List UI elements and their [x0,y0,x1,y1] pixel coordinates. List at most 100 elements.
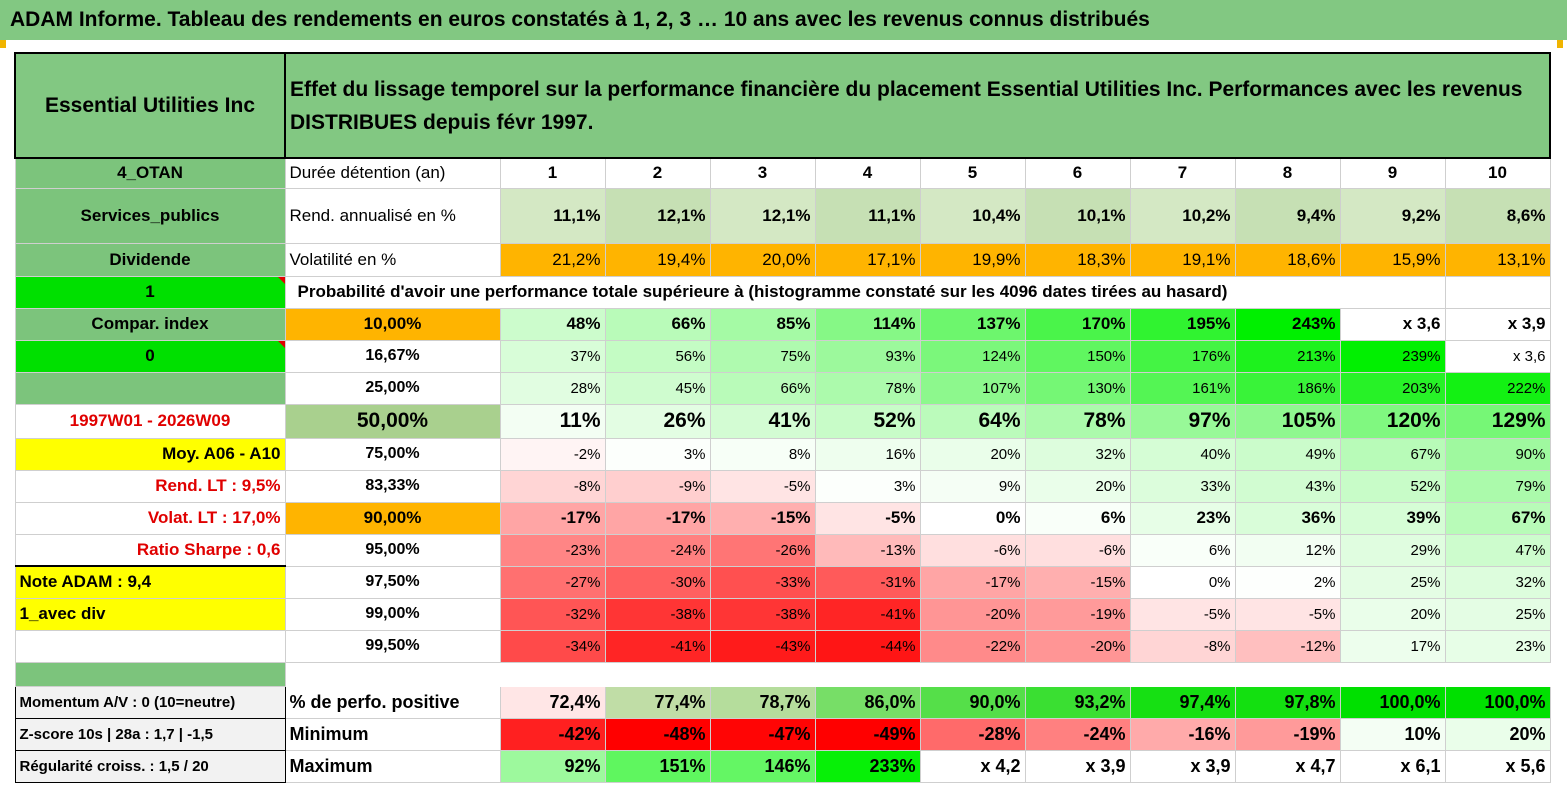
cell-text: 1 [145,282,155,301]
prob-row: 99,50% -34% -41% -43% -44% -22% -20% -8% -12% 17%… [14,629,1551,663]
probability-value: 3% [814,469,921,503]
probability-value: -8% [1129,629,1236,663]
vol-value: 18,3% [1024,242,1131,277]
stat-value: 97,8% [1234,685,1341,719]
stat-value: 151% [604,749,711,783]
probability-value: -17% [919,565,1026,599]
prob-row: 1_avec div 99,00% -32% -38% -38% -41% -20% -19%… [14,597,1551,631]
maximum-row: Régularité croiss. : 1,5 / 20 Maximum 92% 1… [14,749,1551,783]
stat-left-label: Régularité croiss. : 1,5 / 20 [14,749,286,783]
stat-value: -16% [1129,717,1236,751]
proba-header-row: 1 Probabilité d'avoir une performance tot… [14,275,1551,309]
probability-value: 137% [919,307,1026,341]
probability-level: 10,00% [284,307,501,341]
probability-value: 12% [1234,533,1341,567]
spacer-cell [284,661,501,687]
stat-value: 77,4% [604,685,711,719]
stat-value: 233% [814,749,921,783]
probability-value: 243% [1234,307,1341,341]
vol-value: 21,2% [499,242,606,277]
probability-value: -5% [709,469,816,503]
vol-row: Dividende Volatilité en % 21,2% 19,4% 20,0% 1… [14,242,1551,277]
probability-value: -22% [919,629,1026,663]
left-label: Note ADAM : 9,4 [14,565,286,599]
probability-value: 130% [1024,371,1131,405]
stat-value: 90,0% [919,685,1026,719]
probability-level: 50,00% [284,403,501,439]
stat-row-label: Maximum [284,749,501,783]
sector-label: Services_publics [14,187,286,244]
vol-value: 18,6% [1234,242,1341,277]
probability-value: 79% [1444,469,1551,503]
pct-positive-row: Momentum A/V : 0 (10=neutre)% de perfo. … [14,685,1551,719]
stat-value: -49% [814,717,921,751]
prob-row: Moy. A06 - A10 75,00% -2% 3% 8% 16% 20% 32% 40% 4… [14,437,1551,471]
rend-value: 9,4% [1234,187,1341,244]
probability-value: 37% [499,339,606,373]
probability-value: 222% [1444,371,1551,405]
duration-row: 4_OTAN Durée détention (an) 1 2 3 4 5 6 7 8 9 10 [14,157,1551,189]
probability-value: 45% [604,371,711,405]
stat-value: 86,0% [814,685,921,719]
probability-value: -6% [919,533,1026,567]
probability-value: 41% [709,403,816,439]
left-label: 1_avec div [14,597,286,631]
probability-value: -38% [709,597,816,631]
spacer-row [14,661,1551,687]
probability-value: -38% [604,597,711,631]
probability-value: -6% [1024,533,1131,567]
prob-row: 0 16,67% 37% 56% 75% 93% 124% 150% 176% 213% 239% x… [14,339,1551,373]
probability-value: 150% [1024,339,1131,373]
probability-value: 49% [1234,437,1341,471]
probability-value: 176% [1129,339,1236,373]
year-header: 5 [919,157,1026,189]
prob-row: Compar. index 10,00% 48% 66% 85% 114% 137% 170%… [14,307,1551,341]
prob-row: Ratio Sharpe : 0,6 95,00% -23% -24% -26% -13%… [14,533,1551,567]
year-header: 7 [1129,157,1236,189]
probability-value: 186% [1234,371,1341,405]
probability-value: 107% [919,371,1026,405]
probability-value: 78% [1024,403,1131,439]
probability-value: -20% [1024,629,1131,663]
probability-value: 97% [1129,403,1236,439]
probability-value: 20% [1339,597,1446,631]
rend-value: 11,1% [499,187,606,244]
minimum-row: Z-score 10s | 28a : 1,7 | -1,5 Minimum -42… [14,717,1551,751]
stat-value: x 3,9 [1129,749,1236,783]
empty-cell [1444,275,1551,309]
probability-value: 6% [1129,533,1236,567]
corner-mark-left [0,40,6,48]
flag-one: 1 [14,275,286,309]
vol-value: 20,0% [709,242,816,277]
stat-value: 72,4% [499,685,606,719]
stat-value: 92% [499,749,606,783]
type-label: Dividende [14,242,286,277]
stat-row-label: % de perfo. positive [284,685,501,719]
probability-value: -8% [499,469,606,503]
probability-value: 48% [499,307,606,341]
spacer-cell [14,661,286,687]
prob-row: Note ADAM : 9,4 97,50% -27% -30% -33% -31% -17… [14,565,1551,599]
prob-row: Volat. LT : 17,0% 90,00% -17% -17% -15% -5% 0%… [14,501,1551,535]
probability-value: 26% [604,403,711,439]
probability-value: -19% [1024,597,1131,631]
probability-value: 56% [604,339,711,373]
probability-value: 124% [919,339,1026,373]
spacer-cell [499,661,606,687]
probability-value: -17% [604,501,711,535]
corner-mark-right [1557,40,1563,48]
year-header: 2 [604,157,711,189]
probability-value: 78% [814,371,921,405]
probability-value: 32% [1024,437,1131,471]
rend-value: 12,1% [604,187,711,244]
code-label: 4_OTAN [14,157,286,189]
probability-value: 52% [1339,469,1446,503]
stat-value: x 4,2 [919,749,1026,783]
probability-value: -5% [814,501,921,535]
stat-value: 20% [1444,717,1551,751]
probability-value: -34% [499,629,606,663]
row-label-duree: Durée détention (an) [284,157,501,189]
spacer-cell [814,661,921,687]
probability-value: 170% [1024,307,1131,341]
probability-value: 43% [1234,469,1341,503]
